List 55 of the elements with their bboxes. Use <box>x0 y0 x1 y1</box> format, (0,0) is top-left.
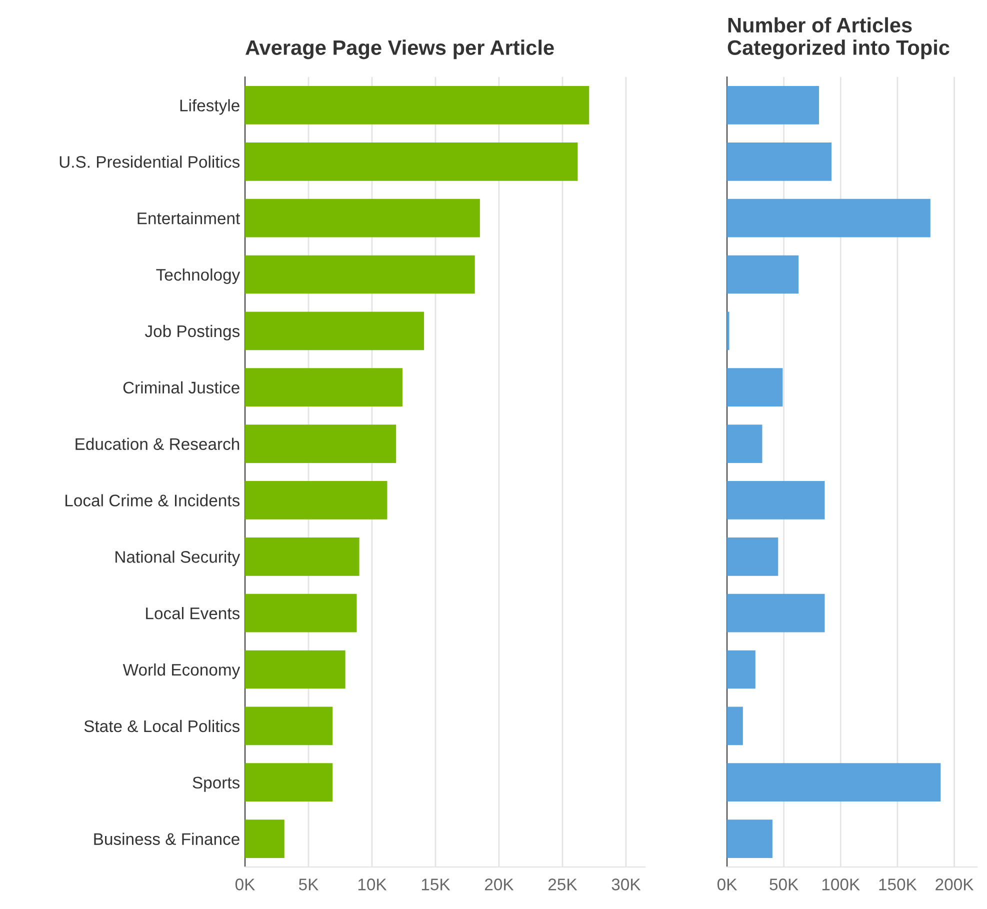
bar <box>245 763 333 802</box>
bar <box>727 594 825 632</box>
bar <box>245 481 388 520</box>
bar <box>245 537 360 576</box>
bar <box>245 650 346 689</box>
bar <box>727 481 825 520</box>
x-tick-label: 100K <box>822 878 860 890</box>
x-tick-label: 25K <box>548 878 578 890</box>
chart-title: Average Page Views per Article <box>246 40 554 60</box>
bar <box>727 142 832 181</box>
x-tick-label: 0K <box>235 878 256 890</box>
y-tick-label: State & Local Politics <box>84 720 240 732</box>
bar <box>727 537 778 576</box>
y-tick-label: Lifestyle <box>180 99 240 115</box>
y-tick-label: Criminal Justice <box>123 381 240 394</box>
y-tick-label: Local Crime & Incidents <box>66 494 240 506</box>
x-tick-label: 5K <box>298 878 318 890</box>
y-tick-label: Entertainment <box>138 212 240 224</box>
bar <box>245 706 333 746</box>
bar <box>245 86 590 124</box>
bar <box>245 820 284 858</box>
x-tick-label: 15K <box>422 878 450 890</box>
bar <box>727 86 820 124</box>
y-tick-label: Business & Finance <box>94 832 240 845</box>
bar <box>727 650 756 689</box>
bar <box>727 763 941 802</box>
bar <box>245 312 424 350</box>
x-tick-label: 20K <box>484 878 514 890</box>
y-tick-label: Education & Research <box>76 438 240 450</box>
y-tick-label: National Security <box>116 550 240 566</box>
bar <box>245 255 475 294</box>
bar <box>727 198 930 238</box>
bar <box>727 255 799 294</box>
x-tick-label: 10K <box>358 878 387 890</box>
x-tick-label: 150K <box>879 878 917 890</box>
bar <box>727 368 783 407</box>
bar <box>727 424 762 463</box>
x-tick-label: 30K <box>612 878 641 890</box>
bar <box>727 820 772 858</box>
bar <box>245 594 357 632</box>
x-tick-label: 200K <box>936 878 974 890</box>
x-tick-label: 0K <box>717 878 738 890</box>
y-tick-label: Technology <box>156 268 240 284</box>
y-tick-label: Job Postings <box>144 324 240 340</box>
bar <box>245 142 578 181</box>
y-tick-label: World Economy <box>122 663 240 679</box>
bar <box>245 198 480 238</box>
x-tick-label: 50K <box>770 878 798 890</box>
bar <box>245 424 396 463</box>
y-tick-label: Sports <box>192 776 240 792</box>
y-tick-label: U.S. Presidential Politics <box>60 156 240 168</box>
chart-title: Number of Articles Categorized into Topic <box>728 17 950 60</box>
y-tick-label: Local Events <box>146 607 240 620</box>
bar <box>245 368 402 407</box>
bar <box>727 706 743 746</box>
